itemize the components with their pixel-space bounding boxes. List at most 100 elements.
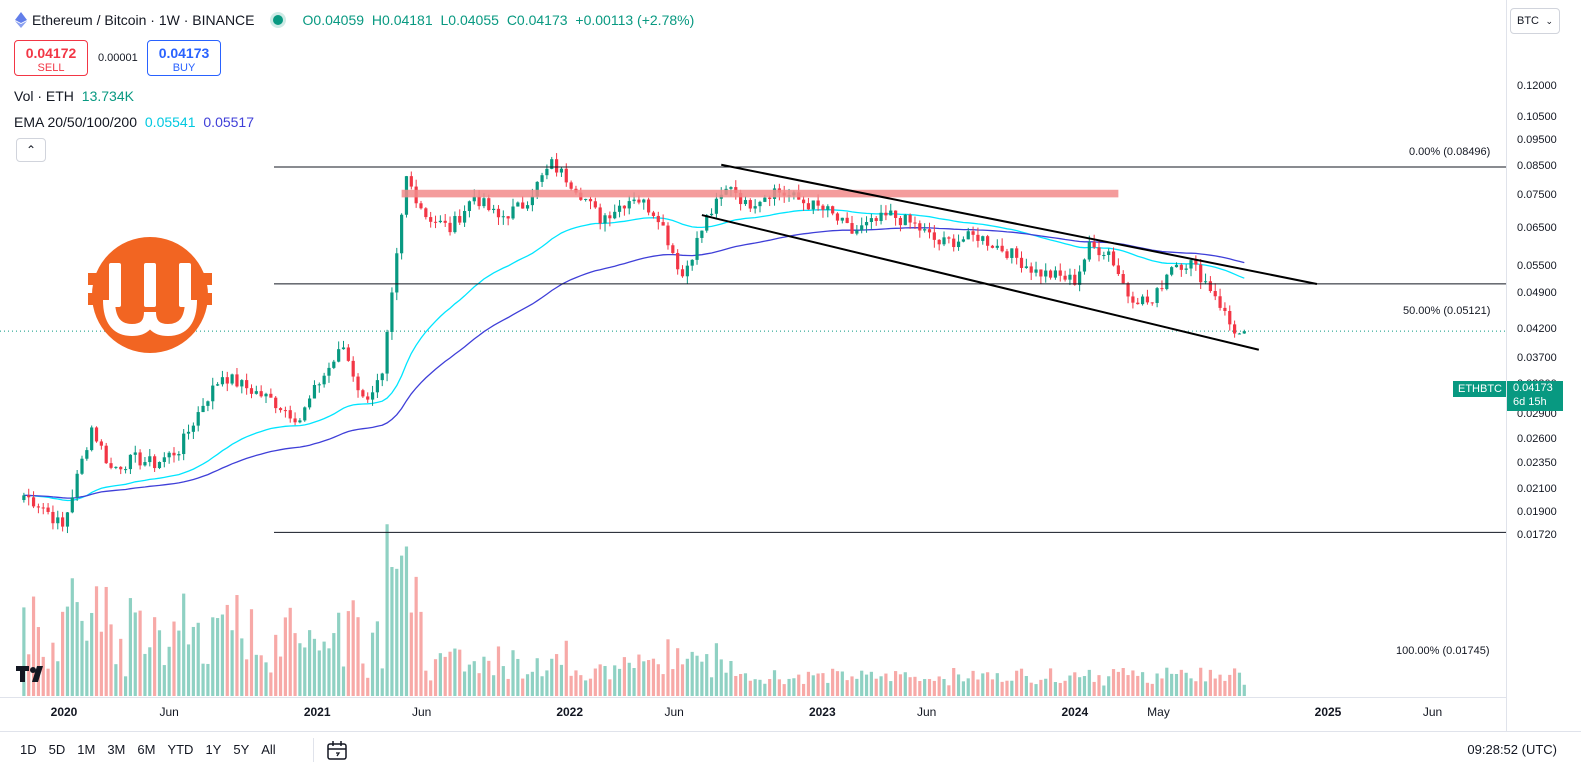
candle-body: [1165, 274, 1169, 290]
candle-body: [743, 200, 748, 205]
ohlc-high: H0.04181: [371, 12, 433, 28]
time-axis-label: Jun: [917, 705, 937, 719]
candle-body: [739, 192, 743, 205]
volume-bar: [443, 656, 447, 696]
range-button-ytd[interactable]: YTD: [167, 742, 194, 757]
pair-title[interactable]: Ethereum / Bitcoin · 1W · BINANCE: [32, 12, 255, 28]
volume-bar: [283, 617, 287, 696]
range-button-1y[interactable]: 1Y: [205, 742, 222, 757]
time-axis-label: 2022: [556, 705, 584, 719]
candle-body: [1053, 270, 1058, 278]
price-axis-label: 0.01900: [1517, 505, 1557, 518]
volume-bar: [298, 643, 302, 696]
volume-bar: [462, 671, 467, 696]
volume-bar: [632, 667, 636, 696]
range-button-1m[interactable]: 1M: [77, 742, 96, 757]
candle-body: [554, 159, 559, 173]
volume-bar: [821, 673, 825, 696]
volume-bar: [46, 668, 50, 696]
price-chart[interactable]: [0, 0, 1506, 731]
price-axis-label: 0.12000: [1517, 80, 1557, 93]
candle-body: [850, 223, 854, 234]
candle-body: [986, 236, 990, 246]
ohlc-low: L0.04055: [440, 12, 499, 28]
calendar-goto-icon[interactable]: [326, 740, 348, 762]
volume-bar: [220, 614, 225, 696]
clock[interactable]: 09:28:52 (UTC): [1467, 742, 1557, 757]
volume-bar: [1073, 672, 1077, 696]
candle-body: [613, 211, 617, 219]
volume-bar: [797, 674, 801, 696]
candle-body: [627, 201, 631, 209]
volume-bar: [608, 679, 612, 696]
volume-bar: [1136, 675, 1140, 696]
candle-body: [356, 376, 360, 391]
chevron-up-icon: ⌃: [25, 143, 37, 157]
candle-body: [695, 237, 699, 260]
time-axis[interactable]: 2020 Jun 2021 Jun 2022 Jun 2023 Jun 2024 May 2025 J…: [0, 697, 1506, 732]
range-button-1d[interactable]: 1D: [20, 742, 37, 757]
candle-body: [637, 199, 641, 203]
candle-body: [61, 517, 65, 527]
volume-legend[interactable]: Vol · ETH 13.734K: [14, 88, 134, 104]
range-button-all[interactable]: All: [261, 742, 276, 757]
price-axis-label: 0.04900: [1517, 287, 1557, 300]
current-price-tag: 0.04173 6d 15h: [1507, 381, 1563, 411]
volume-bar: [981, 673, 985, 696]
candle-body: [85, 450, 89, 459]
buy-button[interactable]: 0.04173 BUY: [147, 40, 221, 76]
volume-value: 13.734K: [81, 88, 134, 104]
candle-body: [864, 221, 869, 226]
volume-bar: [153, 617, 157, 696]
channel-upper-line: [721, 163, 1318, 285]
range-button-3m[interactable]: 3M: [107, 742, 126, 757]
range-button-6m[interactable]: 6M: [137, 742, 156, 757]
volume-bar: [729, 660, 733, 696]
volume-bar: [1048, 668, 1053, 696]
candle-body: [956, 241, 961, 248]
candle-body: [220, 377, 225, 385]
candle-body: [283, 410, 287, 412]
candle-body: [1189, 260, 1193, 269]
volume-bar: [1044, 678, 1048, 696]
volume-bar: [351, 600, 355, 696]
sell-button[interactable]: 0.04172 SELL: [14, 40, 88, 76]
candle-body: [1107, 251, 1111, 255]
volume-bar: [816, 673, 820, 696]
candle-body: [201, 405, 205, 413]
volume-bar: [114, 664, 118, 696]
price-axis[interactable]: BTC ⌄ 0.12000 0.10500 0.09500 0.08500 0.0750…: [1506, 0, 1581, 731]
candle-body: [680, 269, 685, 277]
bottom-toolbar: 1D 5D 1M 3M 6M YTD 1Y 5Y All 09:28:52 (UTC): [0, 731, 1581, 780]
volume-bar: [123, 676, 128, 696]
currency-select[interactable]: BTC ⌄: [1510, 8, 1560, 34]
candle-body: [409, 176, 413, 187]
volume-bar: [482, 656, 486, 696]
volume-bar: [656, 664, 660, 696]
chart-area[interactable]: Ethereum / Bitcoin · 1W · BINANCE O0.040…: [0, 0, 1506, 731]
volume-bar: [874, 678, 878, 696]
volume-bar: [956, 674, 961, 696]
volume-bar: [288, 607, 292, 696]
collapse-legend-button[interactable]: ⌃: [16, 138, 46, 162]
volume-bar: [995, 673, 999, 696]
volume-bar: [690, 651, 694, 696]
range-button-5y[interactable]: 5Y: [233, 742, 250, 757]
volume-bar: [651, 658, 656, 696]
candle-body: [1194, 260, 1198, 265]
volume-bar: [191, 626, 195, 696]
ema-legend[interactable]: EMA 20/50/100/200 0.05541 0.05517: [14, 114, 254, 130]
candle-body: [1218, 296, 1222, 308]
volume-bar: [506, 678, 510, 696]
candle-body: [860, 225, 864, 231]
volume-bar: [375, 621, 380, 696]
volume-bar: [516, 658, 520, 696]
range-button-5d[interactable]: 5D: [48, 742, 66, 757]
candle-body: [99, 441, 103, 446]
volume-bar: [404, 546, 409, 696]
volume-bar: [1233, 668, 1237, 696]
candle-body: [395, 253, 399, 293]
volume-bar: [627, 662, 631, 696]
volume-bar: [264, 662, 268, 696]
volume-bar: [453, 648, 457, 696]
